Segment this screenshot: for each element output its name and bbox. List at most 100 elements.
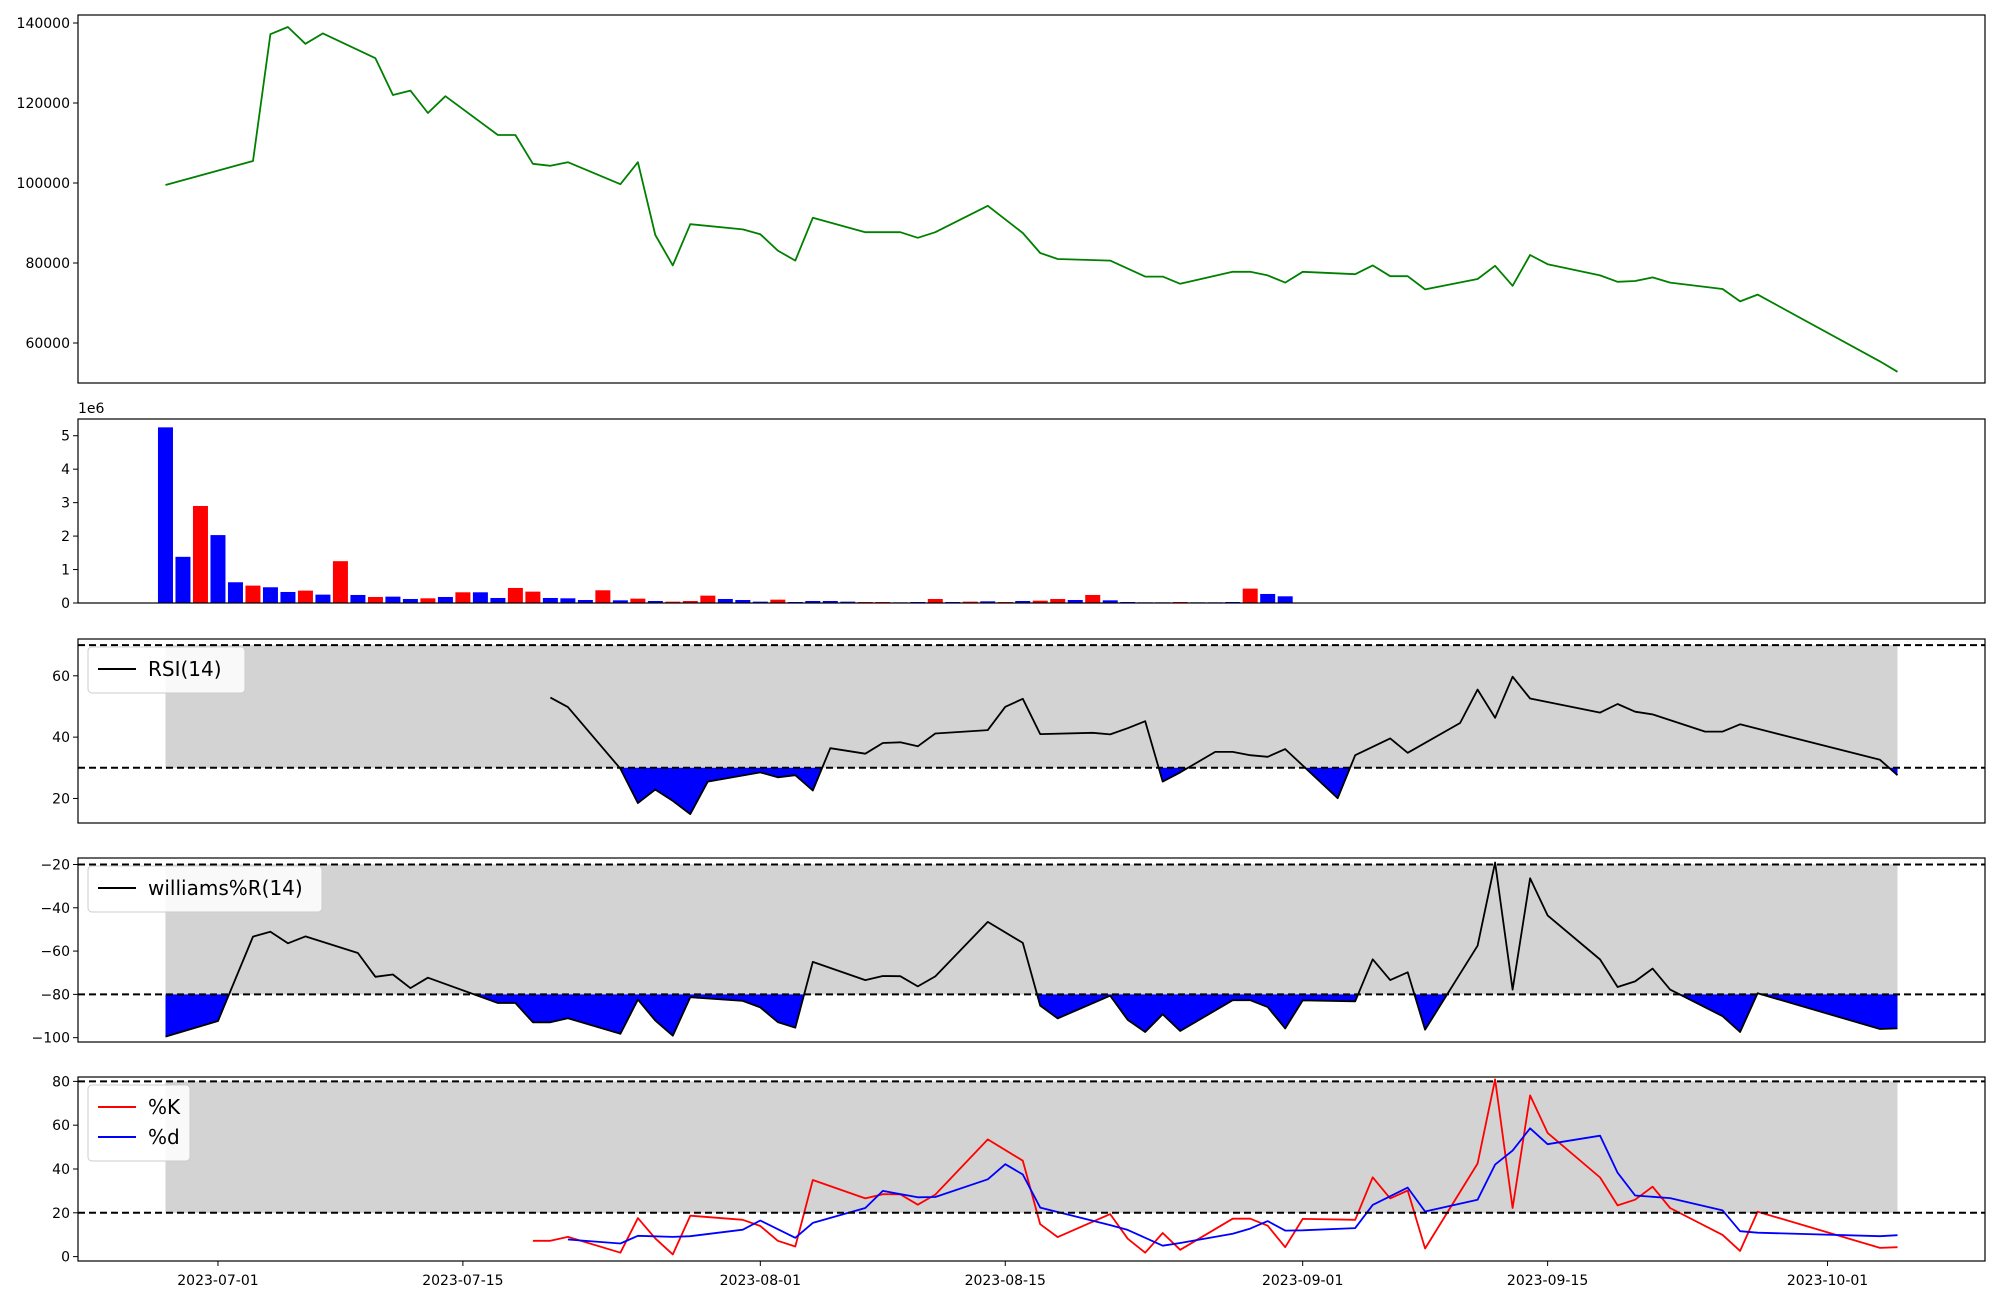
volume-bar (770, 599, 786, 603)
axes-frame (77, 638, 1986, 824)
volume-bar (455, 592, 471, 603)
y-tick-label: 5 (61, 429, 70, 445)
y-tick-label: 120000 (17, 96, 70, 112)
volume-bar (297, 590, 313, 603)
volume-bar (980, 601, 996, 603)
volume-bar (157, 427, 173, 603)
volume-bar (542, 597, 558, 603)
volume-bar (1015, 600, 1031, 603)
y-tick-label: −100 (32, 1031, 70, 1047)
legend-label: %K (148, 1095, 181, 1119)
panel-stochastic: 0 20 40 60 80 2023-07-01 2023-07-15 2023-08-01 2… (52, 1074, 1986, 1289)
legend-box (87, 865, 323, 913)
y-tick-label: 0 (61, 596, 70, 612)
y-tick-label: −60 (40, 944, 70, 960)
panel-rsi: 20 40 60 RSI(14) (52, 638, 1986, 824)
volume-bar (175, 556, 191, 603)
volume-bar (367, 596, 383, 603)
volume-bar (840, 601, 856, 603)
price-line (165, 26, 1898, 373)
y-tick-label: 80 (52, 1074, 70, 1090)
volume-bar (1260, 593, 1276, 603)
neutral-band (165, 645, 1898, 768)
y-tick-label: 3 (61, 496, 70, 512)
oversold-fill-area (474, 994, 805, 1036)
volume-bar (210, 535, 226, 603)
oversold-fill-area (165, 994, 229, 1037)
y-tick-label: 100000 (17, 176, 70, 192)
volume-bar (525, 591, 541, 603)
y-tick-label: 1 (61, 563, 70, 579)
volume-bar (735, 599, 751, 603)
y-tick-label: 20 (52, 1206, 70, 1222)
volume-bar (507, 587, 523, 603)
panel-price: 60000 80000 100000 120000 140000 (17, 14, 1986, 384)
volume-bar (280, 591, 296, 603)
y-tick-label: −80 (40, 987, 70, 1003)
y-tick-label: 60 (52, 669, 70, 685)
volume-bar (1050, 598, 1066, 603)
y-tick-label: 2 (61, 529, 70, 545)
x-tick-label: 2023-09-01 (1262, 1273, 1343, 1289)
stoch-d-line (567, 1127, 1898, 1247)
volume-bar (1032, 600, 1048, 603)
volume-bar (752, 601, 768, 603)
volume-bar (402, 598, 418, 603)
volume-bar (332, 561, 348, 603)
oversold-fill-area (619, 767, 823, 815)
volume-bar (1102, 600, 1118, 603)
panel-williams: −100 −80 −60 −40 −20 williams%R(14) (32, 857, 1986, 1047)
volume-bar (472, 592, 488, 603)
volume-bar (1085, 594, 1101, 603)
volume-bar (315, 594, 331, 603)
axes-frame (77, 418, 1986, 604)
oversold-fill-area (1305, 767, 1350, 799)
volume-bar (420, 598, 436, 603)
volume-bar (665, 601, 681, 603)
y-tick-label: 20 (52, 791, 70, 807)
stoch-k-line (532, 1078, 1898, 1256)
axes-frame (77, 857, 1986, 1043)
y-tick-label: 140000 (17, 16, 70, 32)
volume-bar (962, 601, 978, 603)
volume-bar (612, 600, 628, 603)
volume-bar (822, 600, 838, 603)
volume-bar (682, 600, 698, 603)
oversold-fill-area (1037, 994, 1359, 1032)
y-tick-label: 60000 (25, 336, 70, 352)
x-tick-label: 2023-08-01 (720, 1273, 801, 1289)
x-tick-label: 2023-07-01 (177, 1273, 258, 1289)
volume-bar (1277, 596, 1293, 603)
volume-bar (245, 585, 261, 603)
volume-bar (647, 600, 663, 603)
volume-bar (1067, 599, 1083, 603)
y-tick-label: 0 (61, 1250, 70, 1266)
offset-label: 1e6 (78, 401, 105, 417)
y-tick-label: −40 (40, 901, 70, 917)
volume-bar (192, 505, 208, 603)
volume-bar (350, 594, 366, 603)
volume-bar (717, 598, 733, 603)
legend-box (87, 1084, 191, 1162)
axes-frame (77, 1076, 1986, 1262)
x-tick-label: 2023-08-15 (965, 1273, 1046, 1289)
volume-bar (437, 596, 453, 603)
volume-bar (700, 595, 716, 603)
volume-bar (577, 599, 593, 603)
volume-bar (262, 587, 278, 603)
panel-volume: 0 1 2 3 4 5 1e6 (61, 401, 1986, 612)
x-tick-label: 2023-09-15 (1507, 1273, 1588, 1289)
volume-bar (630, 598, 646, 603)
y-tick-label: 80000 (25, 256, 70, 272)
volume-bar (385, 596, 401, 603)
volume-bar (927, 598, 943, 603)
y-tick-label: 40 (52, 1162, 70, 1178)
volume-bar (1242, 588, 1258, 603)
x-tick-label: 2023-07-15 (422, 1273, 503, 1289)
y-tick-label: 60 (52, 1118, 70, 1134)
volume-bar (227, 582, 243, 603)
volume-bar (805, 600, 821, 603)
axes-frame (77, 14, 1986, 384)
